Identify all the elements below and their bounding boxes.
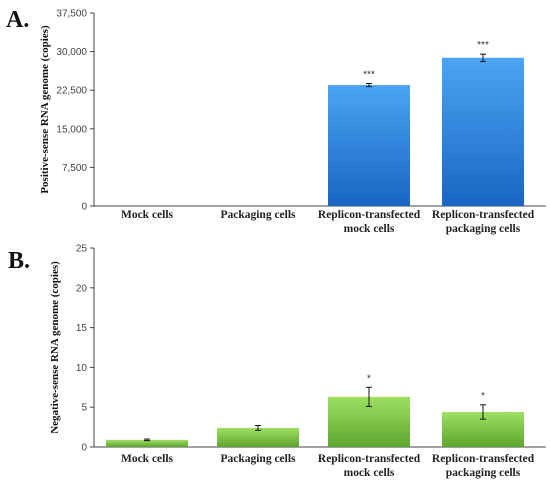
y-tick-label: 5 <box>81 403 87 414</box>
bar <box>442 57 524 206</box>
y-tick-label: 15,000 <box>56 124 87 135</box>
x-category-label: packaging cells <box>446 223 521 235</box>
y-tick-label: 15 <box>76 323 88 334</box>
y-tick-label: 37,500 <box>56 9 87 20</box>
x-category-label: Replicon-transfected <box>318 209 421 221</box>
x-category-label: packaging cells <box>446 467 521 479</box>
y-axis-label: Negative-sense RNA genome (copies) <box>49 261 61 434</box>
significance-mark: * <box>481 391 485 402</box>
x-category-label: mock cells <box>344 467 395 479</box>
y-tick-label: 0 <box>81 202 87 213</box>
bar <box>106 439 188 447</box>
y-tick-label: 0 <box>81 443 87 454</box>
panel-label: B. <box>8 248 30 274</box>
y-tick-label: 10 <box>76 363 88 374</box>
x-category-label: Packaging cells <box>220 453 296 465</box>
x-category-label: Replicon-transfected <box>432 453 535 465</box>
y-tick-label: 7,500 <box>62 163 87 174</box>
x-category-label: Replicon-transfected <box>432 209 535 221</box>
y-tick-label: 22,500 <box>56 86 87 97</box>
x-category-label: Mock cells <box>121 453 174 465</box>
bar <box>328 85 410 206</box>
y-axis-label: Positive-sense RNA genome (copies) <box>39 25 51 194</box>
x-category-label: Replicon-transfected <box>318 453 421 465</box>
y-tick-label: 25 <box>76 244 88 255</box>
x-category-label: mock cells <box>344 223 395 235</box>
x-category-label: Mock cells <box>121 209 174 221</box>
panel-b-chart: B. Negative-sense RNA genome (copies) 0 5 10… <box>8 244 546 479</box>
panel-label: A. <box>6 7 29 33</box>
panel-a-chart: A. Positive-sense RNA genome (copies) 0 7,5… <box>6 7 546 235</box>
significance-mark: * <box>367 373 371 384</box>
y-tick-label: 30,000 <box>56 47 87 58</box>
x-category-label: Packaging cells <box>220 209 296 221</box>
bar <box>217 427 299 447</box>
significance-mark: *** <box>363 70 375 81</box>
significance-mark: *** <box>477 40 489 51</box>
y-tick-label: 20 <box>76 283 88 294</box>
